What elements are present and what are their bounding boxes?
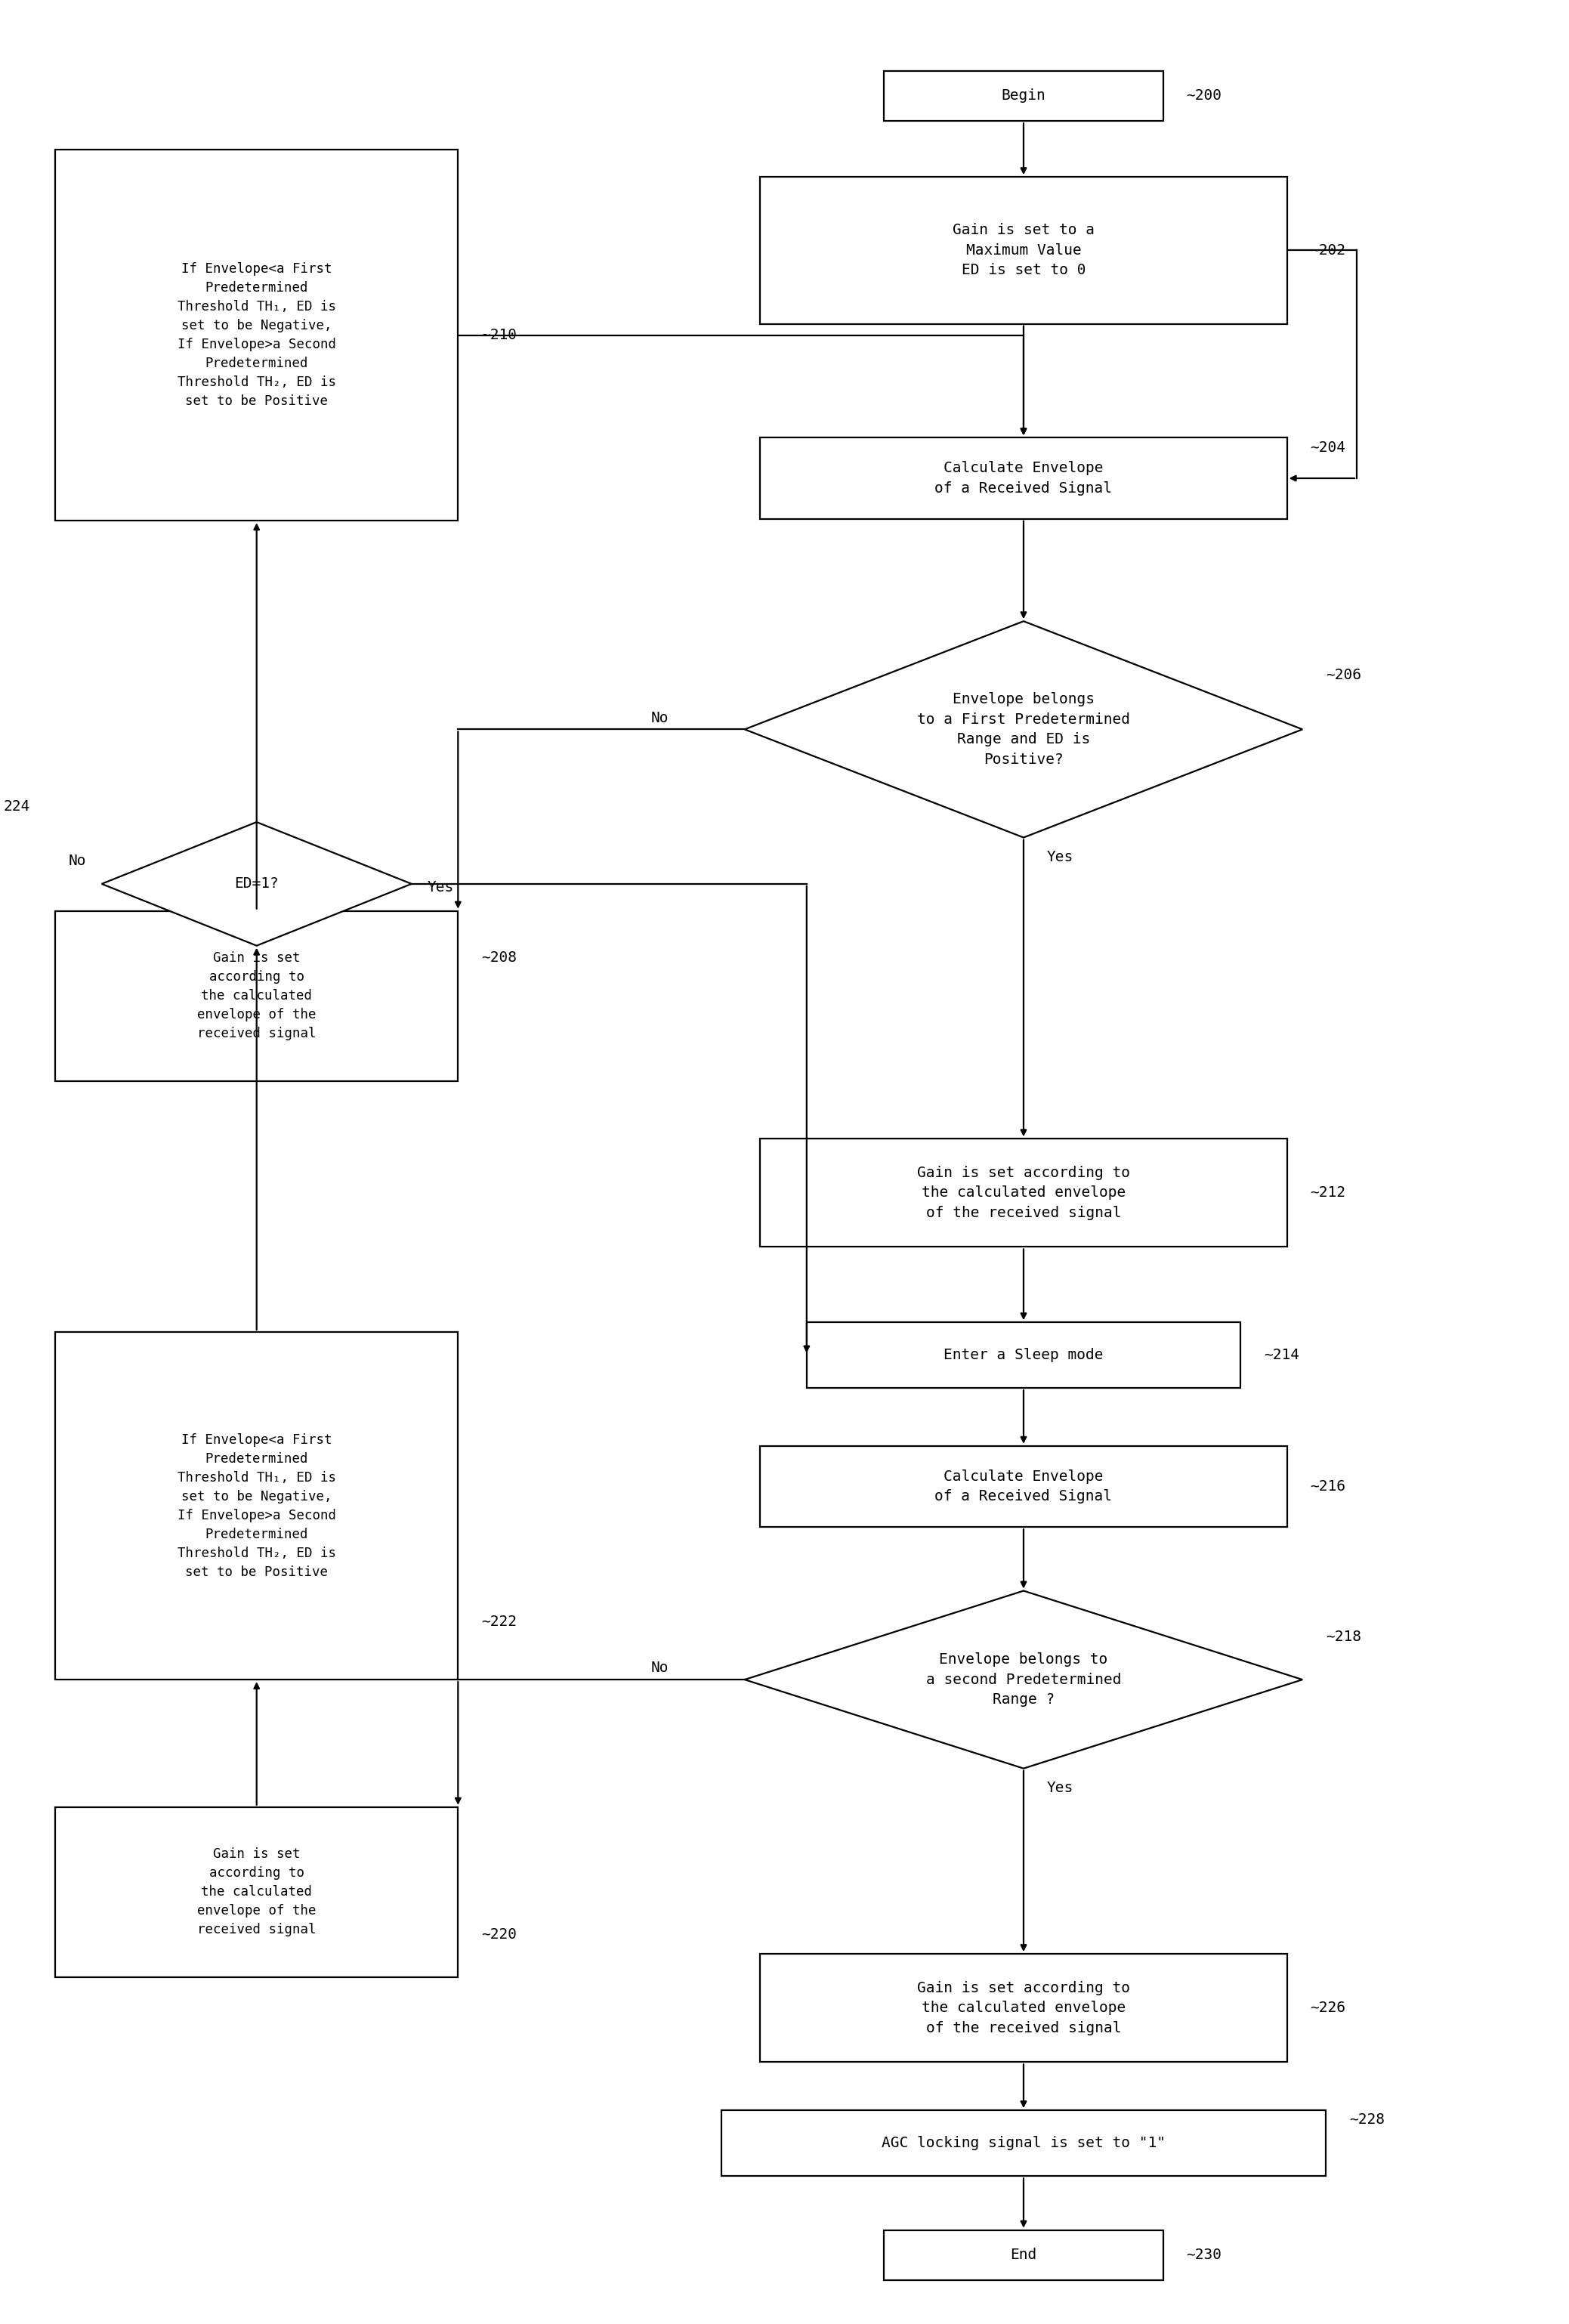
Text: 224: 224 xyxy=(3,799,30,813)
Text: Envelope belongs
to a First Predetermined
Range and ED is
Positive?: Envelope belongs to a First Predetermine… xyxy=(916,693,1130,767)
Text: No: No xyxy=(651,1662,668,1676)
Text: ∼222: ∼222 xyxy=(482,1615,516,1629)
Text: Yes: Yes xyxy=(1047,1780,1073,1794)
Text: ∼230: ∼230 xyxy=(1186,2247,1222,2261)
Text: Yes: Yes xyxy=(1047,851,1073,865)
Bar xyxy=(55,911,458,1081)
Text: ∼218: ∼218 xyxy=(1326,1629,1362,1645)
Text: Gain is set according to
the calculated envelope
of the received signal: Gain is set according to the calculated … xyxy=(916,1980,1130,2036)
Text: ∼206: ∼206 xyxy=(1326,667,1362,683)
Text: Envelope belongs to
a second Predetermined
Range ?: Envelope belongs to a second Predetermin… xyxy=(926,1652,1122,1706)
Text: ∼226: ∼226 xyxy=(1310,2001,1346,2015)
Text: If Envelope<a First
Predetermined
Threshold TH₁, ED is
set to be Negative,
If En: If Envelope<a First Predetermined Thresh… xyxy=(177,263,336,409)
Bar xyxy=(759,1139,1287,1248)
Bar xyxy=(883,2231,1163,2280)
Text: ∼214: ∼214 xyxy=(1263,1348,1299,1362)
Polygon shape xyxy=(745,1590,1302,1769)
Text: Begin: Begin xyxy=(1001,88,1047,102)
Polygon shape xyxy=(102,823,411,946)
Text: AGC locking signal is set to "1": AGC locking signal is set to "1" xyxy=(882,2136,1166,2150)
Bar xyxy=(55,1332,458,1680)
Text: No: No xyxy=(69,853,86,867)
Text: Gain is set
according to
the calculated
envelope of the
received signal: Gain is set according to the calculated … xyxy=(198,1848,315,1936)
Bar xyxy=(759,437,1287,518)
Bar xyxy=(883,70,1163,121)
Text: ∼220: ∼220 xyxy=(482,1927,516,1943)
Bar xyxy=(806,1322,1241,1387)
Text: ∼208: ∼208 xyxy=(482,951,516,964)
Polygon shape xyxy=(745,621,1302,837)
Text: Yes: Yes xyxy=(427,881,453,895)
Text: Calculate Envelope
of a Received Signal: Calculate Envelope of a Received Signal xyxy=(935,460,1112,495)
Bar xyxy=(55,1808,458,1978)
Text: ∼204: ∼204 xyxy=(1310,439,1346,456)
Text: If Envelope<a First
Predetermined
Threshold TH₁, ED is
set to be Negative,
If En: If Envelope<a First Predetermined Thresh… xyxy=(177,1434,336,1578)
Text: ∼202: ∼202 xyxy=(1310,244,1346,258)
Bar xyxy=(759,1954,1287,2061)
Text: Gain is set according to
the calculated envelope
of the received signal: Gain is set according to the calculated … xyxy=(916,1167,1130,1220)
Text: ∼212: ∼212 xyxy=(1310,1185,1346,1199)
Text: ∼200: ∼200 xyxy=(1186,88,1222,102)
Text: Gain is set
according to
the calculated
envelope of the
received signal: Gain is set according to the calculated … xyxy=(198,951,315,1041)
Bar xyxy=(722,2110,1326,2175)
Text: ED=1?: ED=1? xyxy=(234,876,279,890)
Text: Enter a Sleep mode: Enter a Sleep mode xyxy=(943,1348,1103,1362)
Text: No: No xyxy=(651,711,668,725)
Bar xyxy=(759,1446,1287,1527)
Text: ∼228: ∼228 xyxy=(1349,2113,1384,2126)
Text: ∼210: ∼210 xyxy=(482,328,516,342)
Bar xyxy=(759,177,1287,323)
Text: Gain is set to a
Maximum Value
ED is set to 0: Gain is set to a Maximum Value ED is set… xyxy=(952,223,1095,277)
Bar xyxy=(55,151,458,521)
Text: Calculate Envelope
of a Received Signal: Calculate Envelope of a Received Signal xyxy=(935,1469,1112,1504)
Text: ∼216: ∼216 xyxy=(1310,1480,1346,1494)
Text: End: End xyxy=(1010,2247,1037,2261)
